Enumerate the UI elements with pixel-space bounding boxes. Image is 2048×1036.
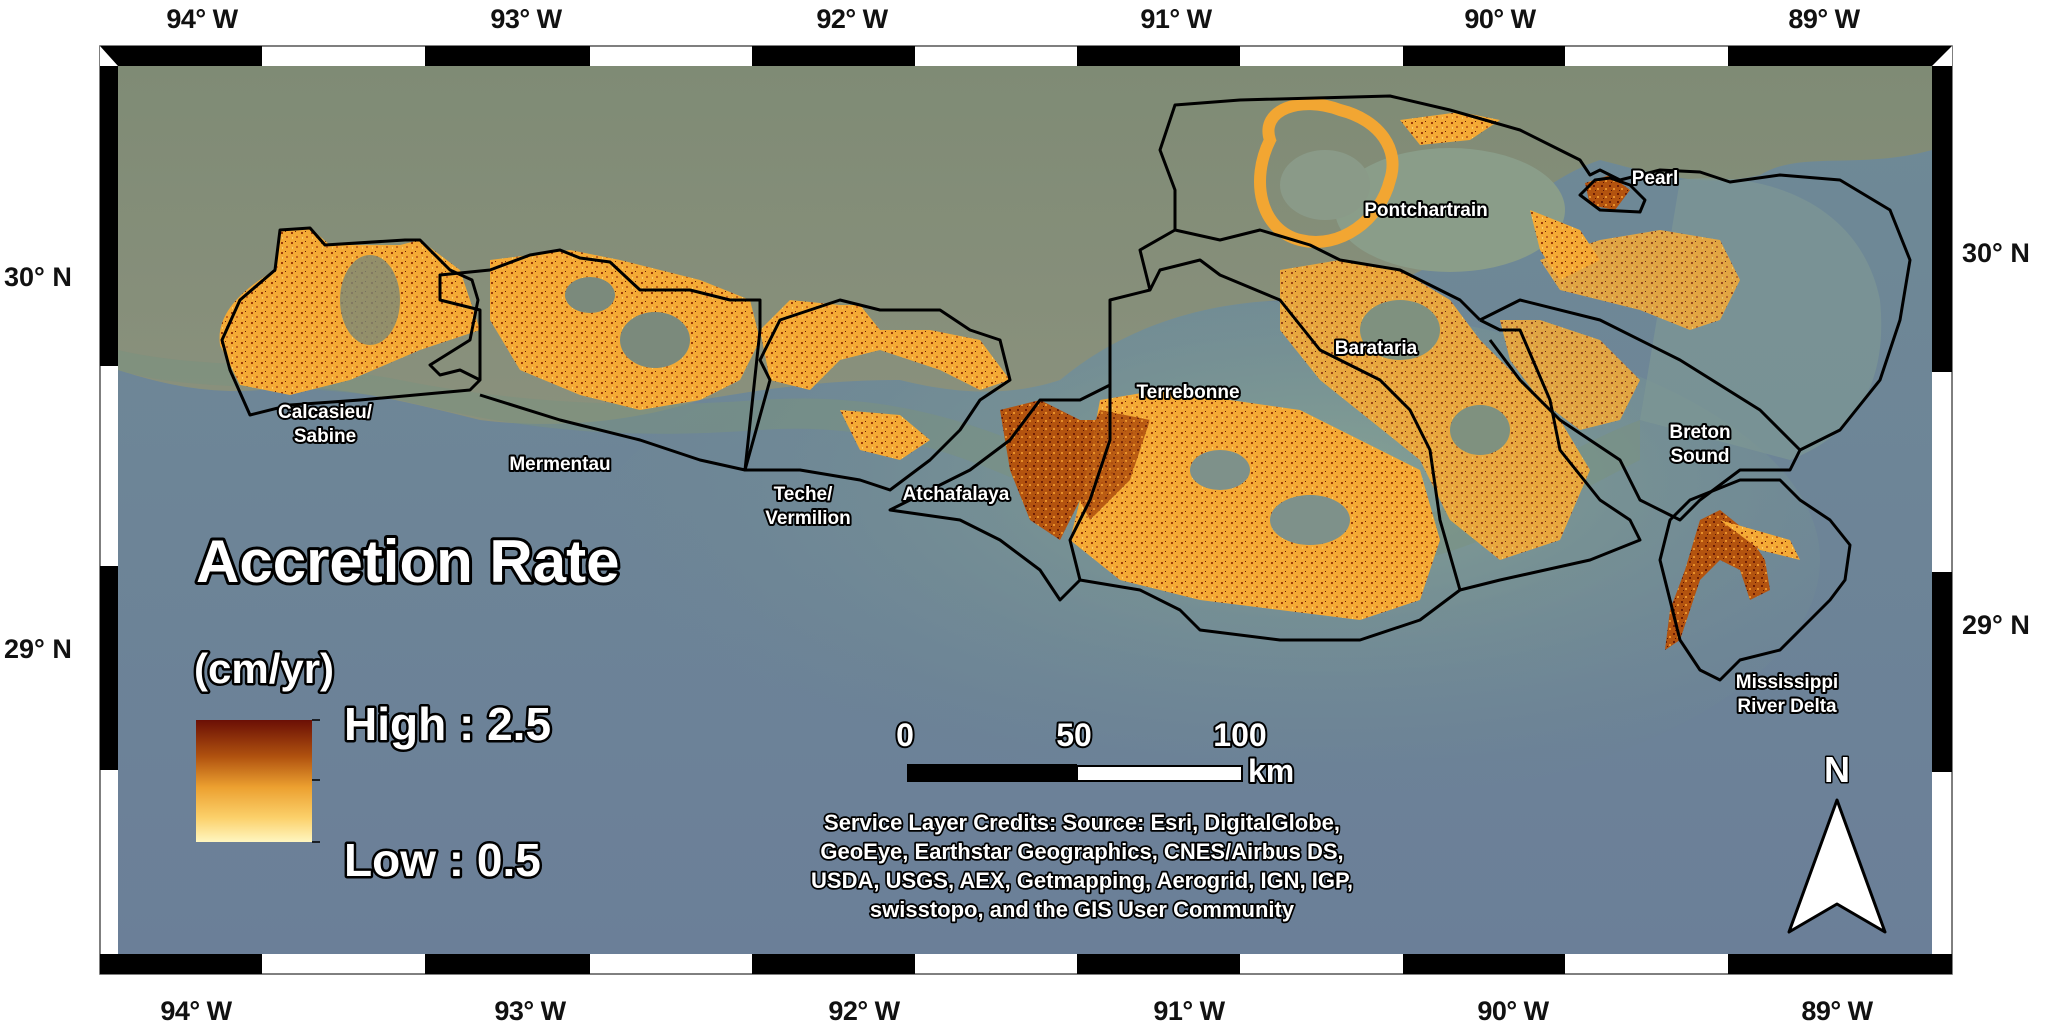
legend-high-label: High : 2.5 [344,698,551,750]
lat-label-29n-left: 29° N [4,634,72,664]
region-label-pearl: Pearl [1632,168,1678,189]
north-label: N [1824,749,1850,790]
region-label-mermentau: Mermentau [509,454,610,475]
legend-title: Accretion Rate [196,528,619,595]
scale-unit: km [1248,753,1294,789]
credits-line-4: swisstopo, and the GIS User Community [870,897,1295,922]
region-label-barataria: Barataria [1335,338,1418,359]
region-label-teche-vermilion: Teche/ [774,484,834,505]
region-label-pontchartrain: Pontchartrain [1364,200,1488,221]
lon-label-94w-bottom: 94° W [160,996,232,1026]
lon-label-90w-top: 90° W [1464,4,1536,34]
credits: Service Layer Credits: Source: Esri, Dig… [809,808,1354,924]
north-arrow-icon [1787,798,1887,934]
region-label-calcasieu-sabine: Calcasieu/ [278,402,373,423]
credits-line-2: GeoEye, Earthstar Geographics, CNES/Airb… [820,839,1343,864]
legend: Accretion Rate (cm/yr) High : 2.5 Low : … [192,525,623,889]
scale-tick-100: 100 [1213,717,1266,753]
lon-label-94w-top: 94° W [166,4,238,34]
legend-units: (cm/yr) [194,645,334,692]
lat-label-30n-left: 30° N [4,262,72,292]
north-arrow: N [1787,748,1887,934]
lon-label-91w-top: 91° W [1140,4,1212,34]
legend-low-label: Low : 0.5 [344,834,541,886]
region-label-calcasieu-sabine-2: Sabine [294,426,356,447]
credits-line-1: Service Layer Credits: Source: Esri, Dig… [824,810,1340,835]
region-label-teche-vermilion-2: Vermilion [765,508,851,529]
region-labels: Calcasieu/ Sabine Mermentau Teche/ Vermi… [276,166,1840,719]
scale-bar: 0 50 100 km [894,715,1296,791]
lon-label-89w-bottom: 89° W [1801,996,1873,1026]
region-label-mississippi-river-delta-2: River Delta [1737,696,1837,717]
scale-tick-50: 50 [1056,717,1092,753]
lon-label-92w-bottom: 92° W [828,996,900,1026]
credits-line-3: USDA, USGS, AEX, Getmapping, Aerogrid, I… [811,868,1353,893]
lon-label-93w-bottom: 93° W [494,996,566,1026]
legend-color-ramp [196,720,312,842]
region-label-breton-sound: Breton [1669,422,1730,443]
lon-label-90w-bottom: 90° W [1477,996,1549,1026]
basin-boundaries [220,94,1912,682]
lat-label-29n-right: 29° N [1962,610,2030,640]
region-label-terrebonne: Terrebonne [1136,382,1239,403]
accretion-raster [219,98,1800,650]
lon-label-91w-bottom: 91° W [1153,996,1225,1026]
scale-tick-0: 0 [896,717,914,753]
region-label-breton-sound-2: Sound [1670,446,1729,467]
region-label-atchafalaya: Atchafalaya [903,484,1010,505]
lon-label-92w-top: 92° W [816,4,888,34]
lon-label-93w-top: 93° W [490,4,562,34]
lon-label-89w-top: 89° W [1788,4,1860,34]
lat-label-30n-right: 30° N [1962,238,2030,268]
region-label-mississippi-river-delta: Mississippi [1736,672,1838,693]
